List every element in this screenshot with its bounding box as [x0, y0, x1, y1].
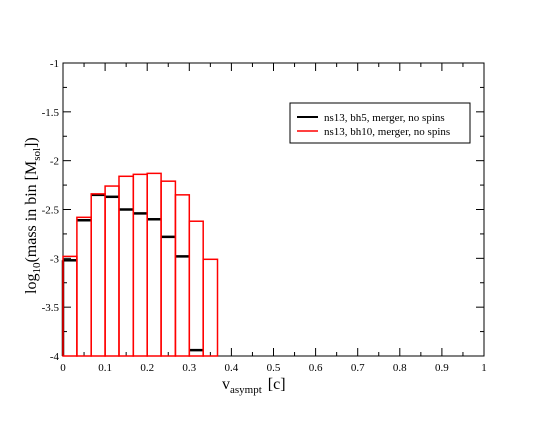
x-tick-label: 0.4 — [225, 362, 239, 374]
histogram-bars — [61, 172, 219, 357]
bar-bh10 — [202, 258, 219, 357]
x-axis-title: vasympt [c] — [222, 376, 286, 396]
x-tick-label: 0 — [60, 362, 66, 374]
legend-label-0: ns13, bh5, merger, no spins — [324, 112, 445, 124]
x-tick-label: 0.8 — [393, 362, 407, 374]
x-tick-label: 0.1 — [98, 362, 112, 374]
y-tick-label: -2.5 — [42, 205, 60, 217]
x-tick-label: 0.7 — [351, 362, 365, 374]
y-axis-title-mid: (mass in bin [M — [23, 161, 40, 263]
y-tick-label: -2 — [50, 156, 59, 168]
legend-label-1: ns13, bh10, merger, no spins — [324, 126, 450, 138]
svg-text:log10(mass in bin [Msol]): log10(mass in bin [Msol]) — [23, 137, 43, 294]
x-axis-title-sub: asympt — [230, 384, 262, 396]
x-axis-ticks: 0 0.1 0.2 0.3 0.4 0.5 0.6 0.7 0.8 0.9 1 — [60, 63, 487, 374]
y-tick-label: -1 — [50, 58, 59, 70]
x-axis-title-unit: [c] — [268, 376, 286, 393]
y-axis-title-post: ]) — [23, 137, 40, 148]
x-axis-title-main: v — [222, 376, 230, 393]
y-tick-label: -3 — [50, 253, 60, 265]
bar-bh10 — [104, 185, 120, 357]
y-tick-label: -3.5 — [42, 302, 60, 314]
x-tick-label: 0.9 — [435, 362, 449, 374]
x-tick-label: 0.2 — [140, 362, 154, 374]
y-tick-label: -4 — [50, 351, 60, 363]
x-tick-label: 1 — [481, 362, 487, 374]
bar-bh10 — [160, 180, 177, 357]
bar-bh10 — [174, 194, 191, 357]
bar-bh10 — [118, 175, 135, 357]
bar-bh10 — [62, 255, 78, 357]
bar-bh10 — [146, 172, 162, 357]
legend-box — [289, 102, 471, 144]
y-axis-title-pre: log — [23, 274, 40, 294]
x-tick-label: 0.5 — [267, 362, 281, 374]
y-axis-title-subsol: sol — [31, 148, 43, 161]
y-axis-title: log10(mass in bin [Msol]) — [23, 137, 43, 294]
legend: ns13, bh5, merger, no spins ns13, bh10, … — [289, 102, 471, 144]
svg-text:vasympt[c]: vasympt [c] — [222, 376, 286, 396]
bar-bh10 — [188, 220, 204, 357]
bar-bh10 — [90, 193, 106, 357]
y-tick-label: -1.5 — [42, 107, 60, 119]
y-axis-title-sub10: 10 — [31, 262, 43, 274]
y-axis-ticks: -4 -3.5 -3 -2.5 -2 -1.5 -1 — [42, 58, 484, 363]
x-tick-label: 0.3 — [182, 362, 196, 374]
bar-bh10 — [132, 173, 148, 357]
x-tick-label: 0.6 — [309, 362, 323, 374]
bar-bh10 — [76, 216, 92, 357]
